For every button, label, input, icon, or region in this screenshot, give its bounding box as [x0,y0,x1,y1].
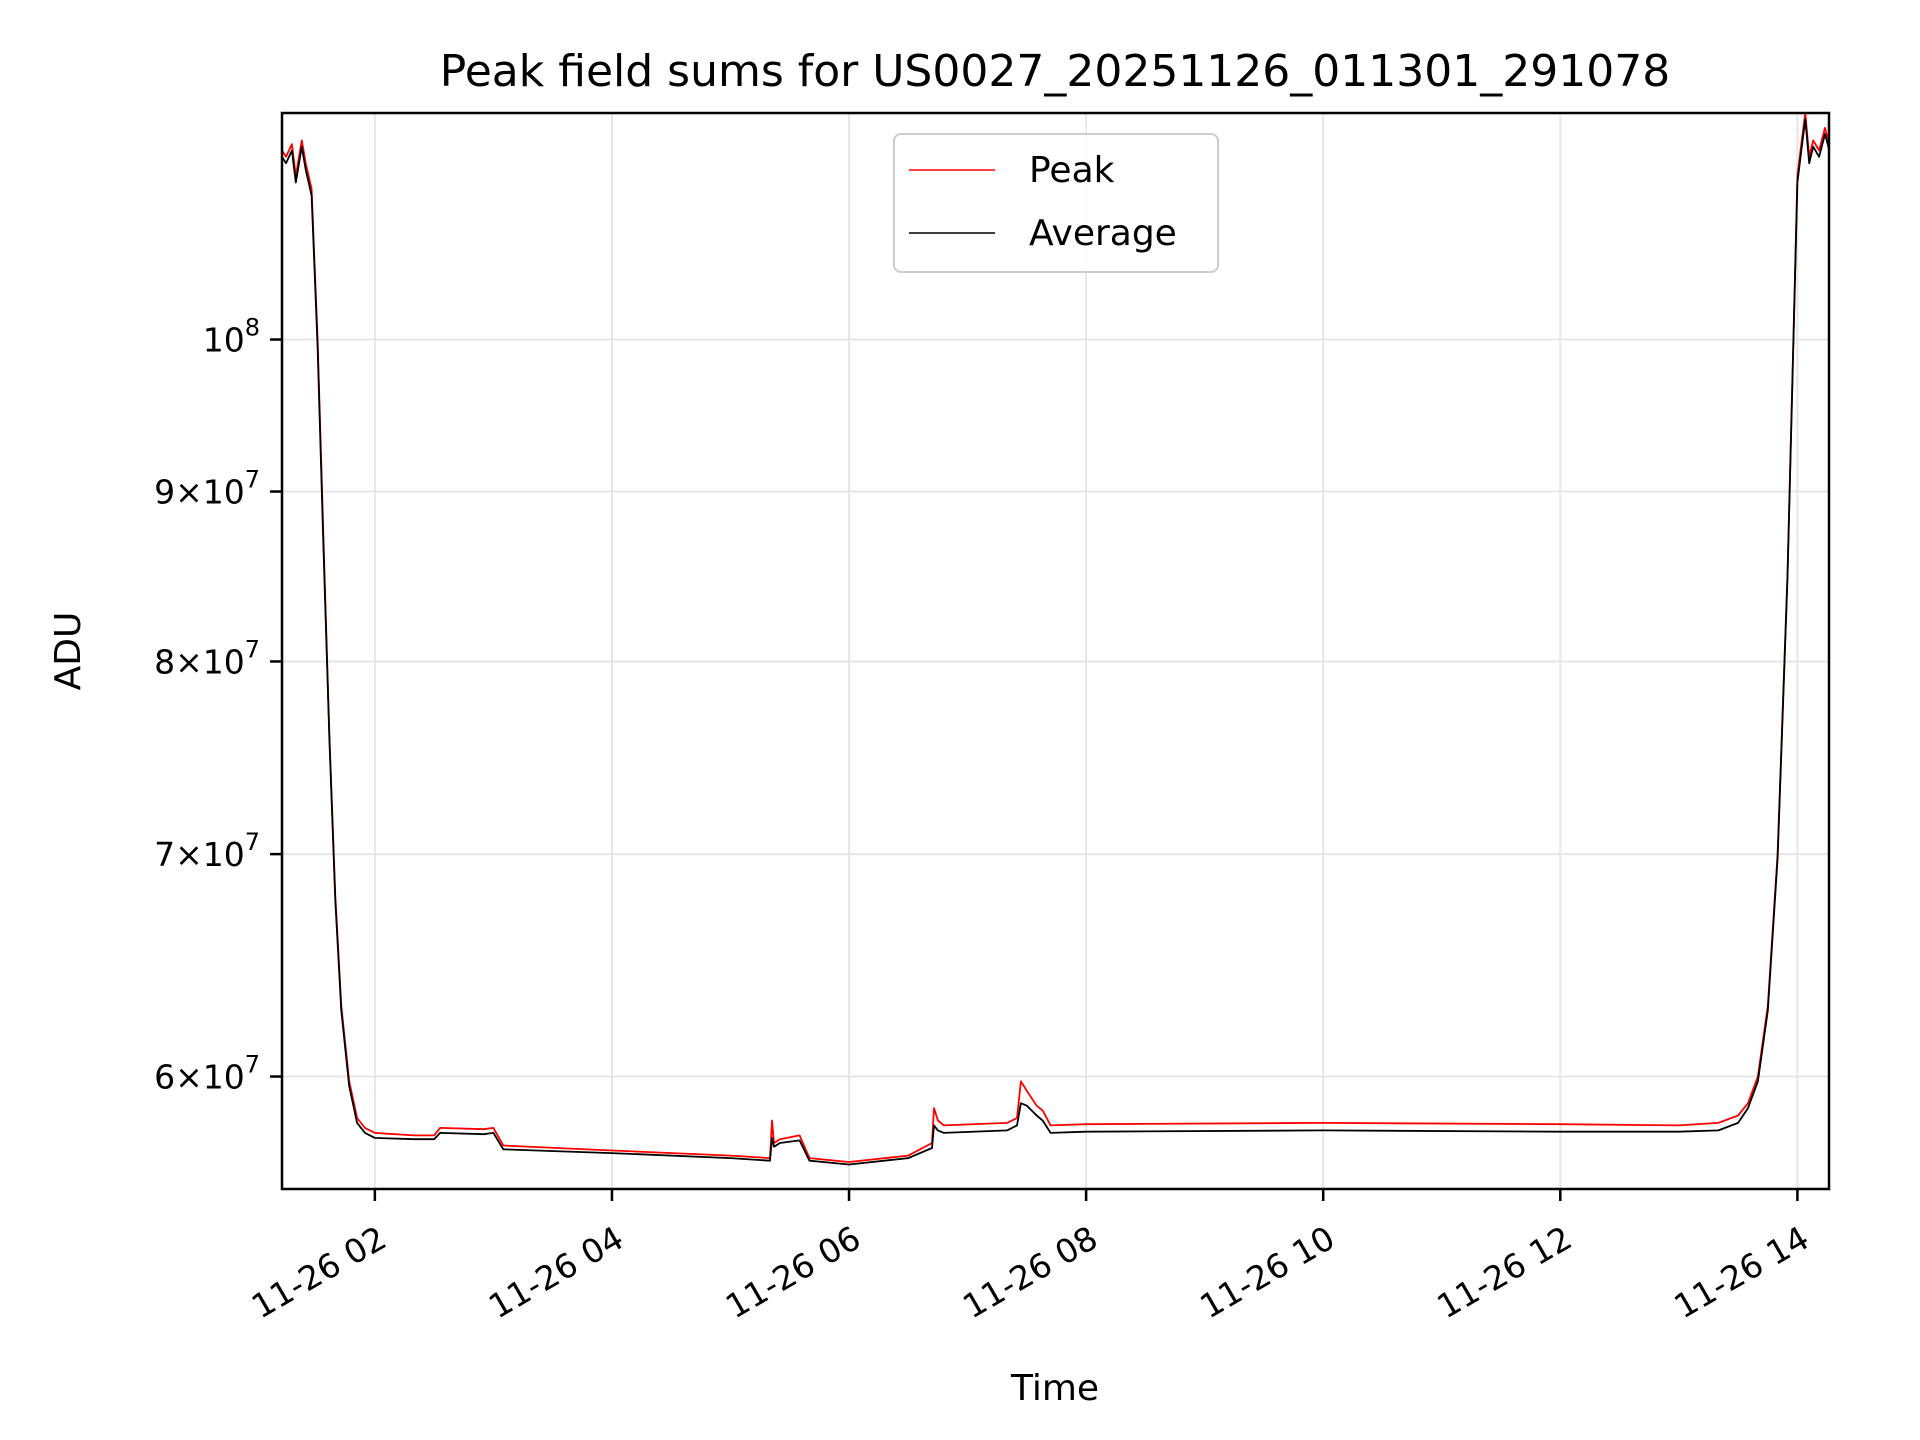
x-tick-label: 11-26 02 [245,1218,393,1326]
x-tick-label: 11-26 10 [1193,1218,1341,1326]
plot-frame [280,111,1831,1191]
x-tick-label: 11-26 04 [482,1218,630,1326]
y-axis-label: ADU [48,612,89,691]
y-tick-label: 6×107 [154,1051,260,1097]
x-tick-label: 11-26 14 [1667,1218,1815,1326]
y-tick-label: 8×107 [154,635,260,681]
x-tick-label: 11-26 08 [956,1218,1104,1326]
chart-title: Peak field sums for US0027_20251126_0113… [440,46,1670,97]
x-axis-label: Time [1010,1368,1099,1409]
legend: Peak Average [893,133,1219,273]
legend-box [893,133,1219,273]
y-tick-label: 108 [203,314,260,360]
legend-peak-label: Peak [1029,150,1115,191]
y-tick-label: 9×107 [154,466,260,512]
x-axis-ticks: 11-26 02 11-26 04 11-26 06 11-26 08 11-26 10… [245,1189,1815,1326]
x-tick-label: 11-26 06 [719,1218,867,1326]
series-line-average [281,118,1830,1166]
grid-lines [282,113,1829,1189]
legend-average-label: Average [1029,213,1177,254]
y-tick-label: 7×107 [154,828,260,874]
y-axis-ticks: 6×107 7×107 8×107 9×107 108 [154,314,282,1097]
series-lines [281,112,1830,1166]
x-tick-label: 11-26 12 [1430,1218,1578,1326]
